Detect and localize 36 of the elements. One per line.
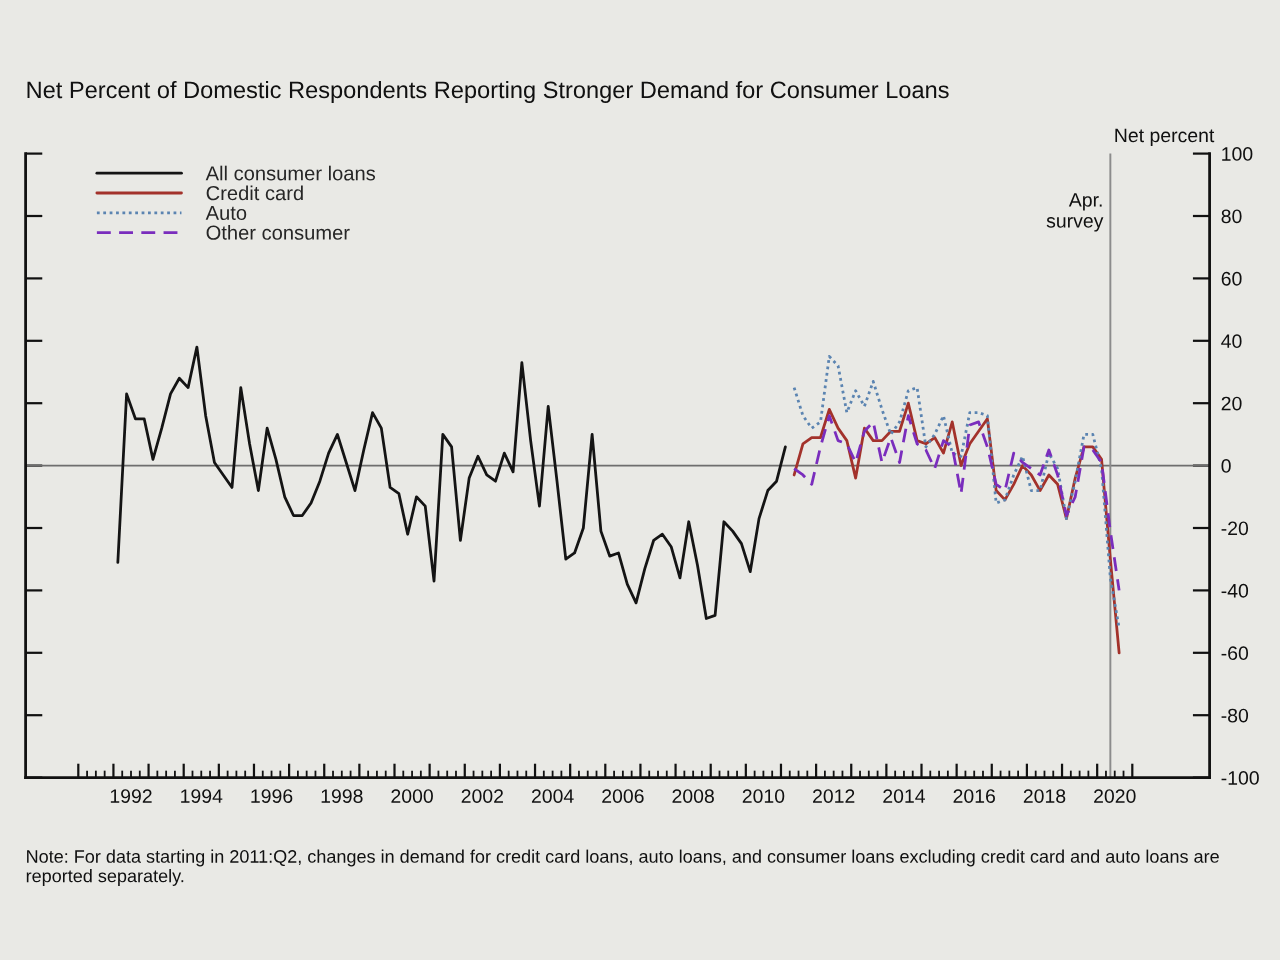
x-tick-label: 2008 [672, 789, 714, 803]
y-tick-label: -60 [1221, 646, 1249, 661]
y-tick-label: 80 [1221, 209, 1242, 224]
y-tick-label: -40 [1221, 583, 1249, 598]
x-tick-label: 2002 [461, 789, 503, 803]
line-series [792, 414, 1121, 592]
x-tick-label: 1998 [321, 789, 363, 803]
legend-label: Credit card [206, 185, 303, 201]
legend-label: Other consumer [206, 225, 350, 240]
y-tick-label: -100 [1221, 771, 1259, 785]
x-tick-label: 2004 [531, 789, 574, 803]
x-tick-label: 1992 [110, 789, 152, 803]
x-tick-label: 2018 [1023, 789, 1066, 803]
y-tick-label: 100 [1222, 147, 1253, 161]
ref-line-label: Apr. survey [1046, 193, 1104, 232]
y-tick-label: 0 [1221, 459, 1231, 473]
x-tick-label: 1994 [181, 789, 223, 803]
x-tick-label: 1996 [251, 789, 293, 803]
y-tick-label: -80 [1221, 708, 1249, 723]
x-tick-label: 2020 [1094, 789, 1136, 803]
x-tick-label: 2012 [813, 789, 855, 803]
legend-label: All consumer loans [205, 165, 376, 181]
y-tick-label: 20 [1221, 396, 1242, 411]
text: Note: For data starting in 2011:Q2, changes in demand for credit card loans, auto loans, and consumer loans excluding credit card and auto loans are reported separately. [26, 849, 1219, 886]
x-tick-label: 2006 [602, 789, 644, 803]
x-tick-label: 2014 [883, 789, 925, 803]
x-tick-label: 2010 [742, 789, 785, 803]
line-series [116, 345, 787, 620]
chart-title: Net Percent of Domestic Respondents Reporting Stronger Demand for Consumer Loans [27, 80, 949, 103]
x-tick-label: 2000 [391, 789, 433, 803]
y-axis-title: Net percent [1115, 128, 1215, 147]
x-tick-label: 2016 [953, 789, 995, 803]
y-tick-label: -20 [1221, 521, 1249, 536]
y-tick-label: 40 [1221, 334, 1242, 349]
y-tick-label: 60 [1221, 271, 1242, 286]
legend-label: Auto [205, 205, 247, 221]
